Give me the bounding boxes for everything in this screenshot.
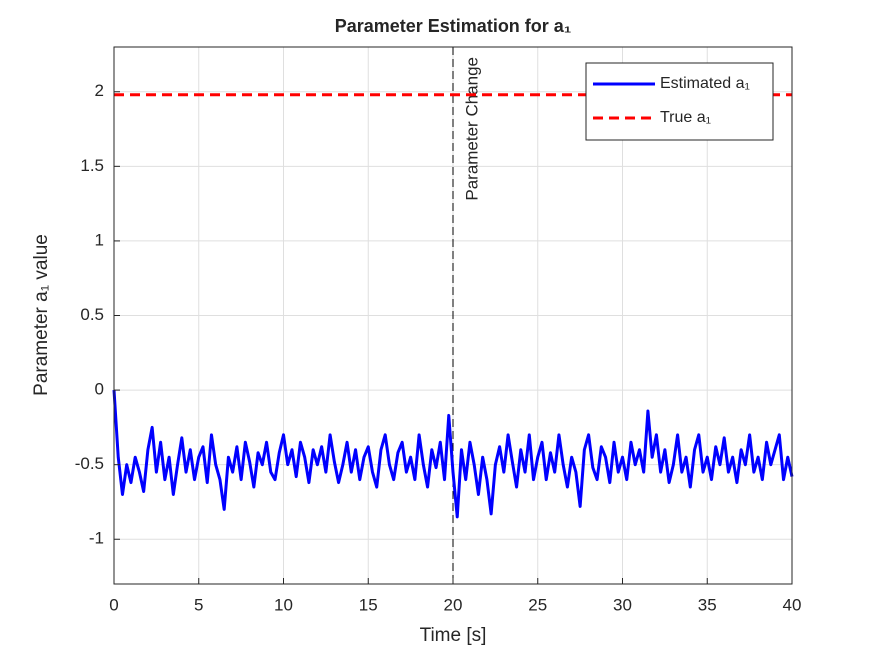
y-tick-label: 2 [95, 81, 104, 100]
y-tick-label: 0.5 [80, 305, 104, 324]
x-tick-label: 10 [274, 595, 293, 614]
x-tick-label: 20 [444, 595, 463, 614]
parameter-change-label: Parameter Change [462, 57, 481, 201]
y-tick-label: 0 [95, 380, 104, 399]
x-tick-label: 5 [194, 595, 203, 614]
series-line [112, 389, 794, 519]
legend-label: Estimated a₁ [660, 75, 750, 92]
x-tick-label: 25 [528, 595, 547, 614]
ticks: 0 5 10 15 20 25 30 35 40 -1 -0.5 0 0.5 1 1.5 2 [75, 81, 802, 614]
x-axis-label: Time [s] [420, 625, 487, 646]
x-tick-label: 0 [109, 595, 118, 614]
y-tick-label: 1 [95, 230, 104, 249]
y-tick-label: -1 [89, 529, 104, 548]
y-tick-label: 1.5 [80, 156, 104, 175]
x-tick-label: 35 [698, 595, 717, 614]
x-tick-label: 30 [613, 595, 632, 614]
y-axis-label: Parameter a₁ value [31, 234, 52, 396]
x-tick-label: 15 [359, 595, 378, 614]
legend: Estimated a₁ True a₁ [585, 62, 774, 141]
y-tick-label: -0.5 [75, 454, 104, 473]
x-tick-label: 40 [783, 595, 802, 614]
legend-box [585, 62, 774, 141]
chart-title: Parameter Estimation for a₁ [335, 16, 572, 36]
legend-label: True a₁ [660, 109, 711, 126]
